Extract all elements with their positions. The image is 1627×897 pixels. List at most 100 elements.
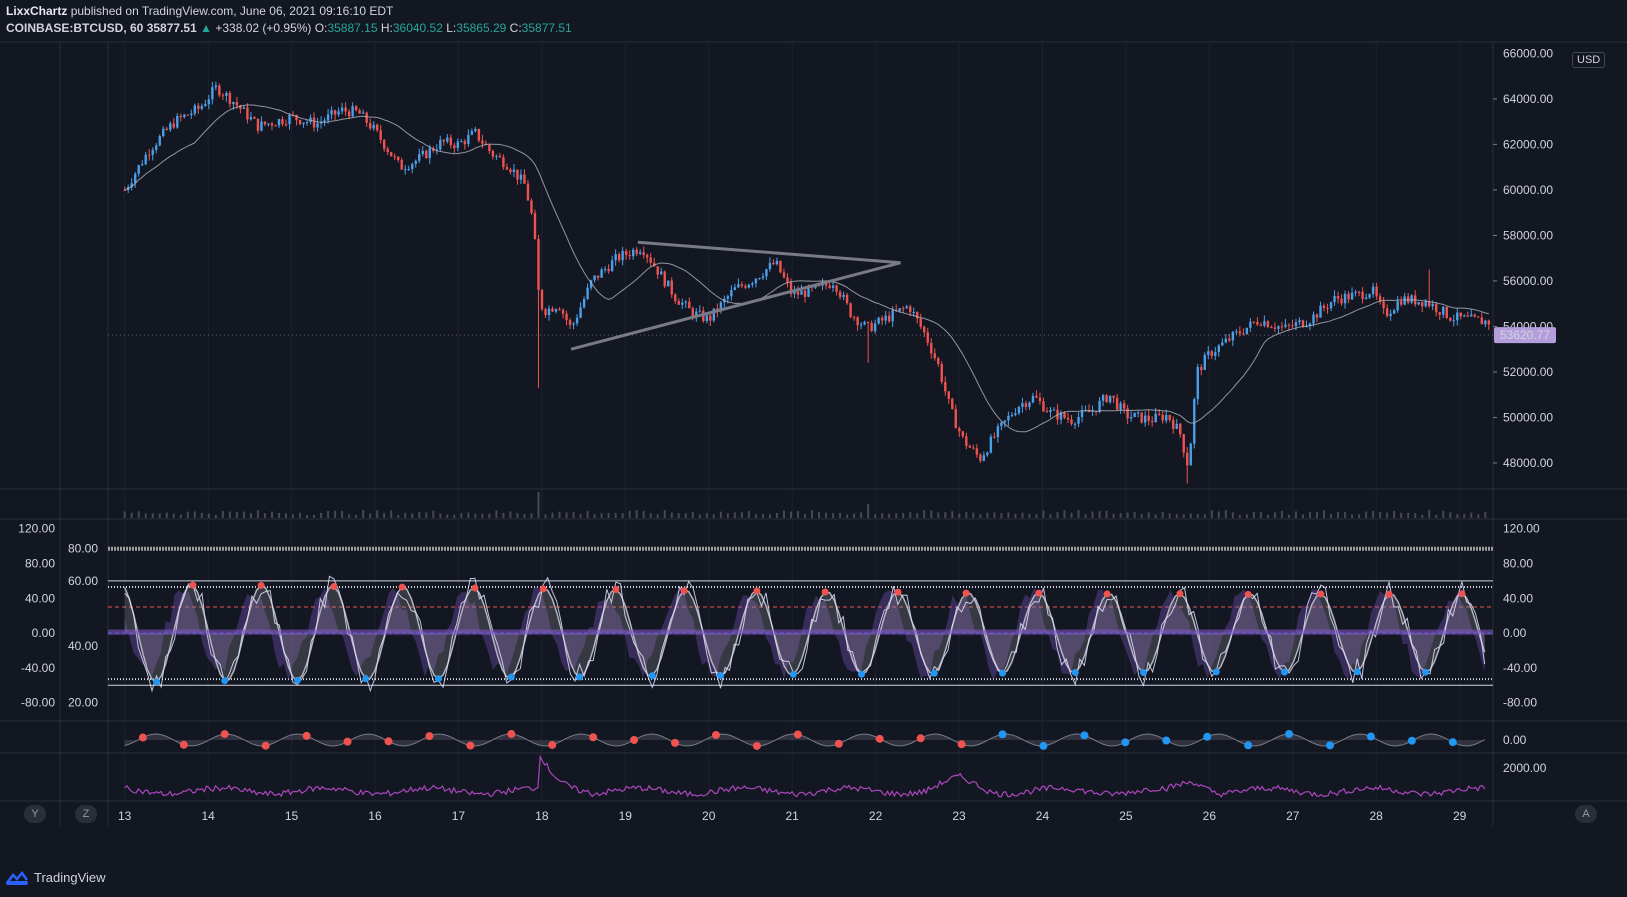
volume-bar (165, 512, 168, 518)
volume-bar (1449, 512, 1452, 518)
candle-body (235, 102, 239, 106)
candle-body (446, 137, 449, 142)
candle-body (575, 317, 579, 324)
candle-body (137, 165, 140, 174)
osc-sell-dot (962, 589, 970, 597)
triangle-lower-trendline[interactable] (570, 261, 902, 351)
osc-buy-dot (1281, 668, 1289, 676)
candle-body (148, 154, 151, 156)
candle-body (1308, 323, 1312, 326)
candle-body (1435, 303, 1438, 313)
signal-dot (138, 733, 147, 742)
volume-bar (1147, 512, 1150, 518)
volume-bar (775, 512, 778, 518)
y-axis-button[interactable]: Y (24, 805, 46, 823)
candle-body (277, 119, 281, 126)
candle-body (361, 112, 365, 114)
candle-body (1473, 314, 1477, 317)
osc-sell-dot (398, 583, 406, 591)
candle-body (642, 252, 645, 256)
candle-body (681, 302, 684, 305)
candle-body (1301, 320, 1305, 327)
volume-bar (635, 510, 638, 518)
z-axis-button[interactable]: Z (75, 805, 97, 823)
signal-dot (875, 734, 884, 743)
candle-body (779, 260, 782, 273)
volume-bar (495, 510, 498, 518)
candle-body (144, 154, 147, 165)
author-name[interactable]: LixxChartz (6, 4, 68, 18)
candle-body (831, 285, 835, 288)
volume-bar (1266, 514, 1269, 518)
x-tick-26: 26 (1203, 809, 1217, 823)
volume-bar (1070, 512, 1073, 518)
tradingview-footer[interactable]: TradingView (6, 870, 106, 885)
symbol-label[interactable]: COINBASE:BTCUSD, 60 (6, 21, 144, 35)
candle-body (1168, 415, 1171, 420)
candle-body (1445, 306, 1448, 319)
candle-body (958, 428, 961, 432)
osc-sell-dot (1458, 590, 1466, 598)
x-tick-25: 25 (1119, 809, 1133, 823)
publish-line: LixxChartz published on TradingView.com,… (6, 4, 393, 18)
auto-scale-button[interactable]: A (1575, 805, 1597, 823)
signal-dot (998, 730, 1007, 739)
osc-sell-dot (894, 588, 902, 596)
candle-body (1284, 324, 1287, 327)
candle-body (814, 285, 817, 288)
candle-body (884, 315, 887, 321)
candle-body (589, 280, 593, 288)
volume-bar (123, 511, 126, 518)
signal-dot (466, 741, 475, 750)
candle-body (1315, 314, 1319, 318)
candle-body (859, 324, 863, 326)
candle-body (225, 92, 228, 96)
candle-body (1182, 434, 1185, 453)
signal-dot (1121, 738, 1130, 747)
triangle-upper-trendline[interactable] (637, 240, 901, 265)
osc-sell-dot (330, 583, 338, 591)
candle-body (1210, 351, 1213, 357)
candle-body (319, 121, 323, 124)
candle-body (1382, 301, 1385, 309)
candle-body (232, 102, 235, 105)
volume-bar (1210, 510, 1213, 518)
candle-body (719, 302, 723, 312)
candle-body (1108, 395, 1112, 403)
price-tick-50000.00: 50000.00 (1503, 410, 1553, 424)
volume-bar (502, 512, 505, 518)
candle-body (540, 289, 544, 310)
candle-body (284, 124, 288, 126)
signal-dot (1448, 738, 1457, 747)
volume-bar (916, 513, 919, 518)
volume-bar (242, 511, 245, 518)
candle-body (386, 148, 389, 153)
volume-bar (130, 512, 133, 518)
osc-buy-dot (1212, 668, 1220, 676)
candle-body (737, 284, 740, 288)
osc-sell-dot (680, 587, 688, 595)
signal-dot (302, 731, 311, 740)
volume-bar (670, 512, 673, 518)
osc-buy-dot (576, 673, 584, 681)
volume-bar (411, 513, 414, 518)
candle-body (695, 311, 698, 318)
volume-bar (390, 510, 393, 518)
signal-dot (589, 733, 598, 742)
candle-body (512, 169, 516, 172)
candle-body (305, 122, 309, 124)
volume-bar (1358, 514, 1361, 518)
currency-badge[interactable]: USD (1572, 52, 1606, 68)
candle-body (382, 139, 386, 149)
candle-body (183, 114, 186, 118)
volume-bar (909, 512, 912, 518)
signal-dot (179, 740, 188, 749)
candle-body (923, 326, 926, 333)
candle-body (607, 268, 610, 272)
candle-body (141, 164, 144, 166)
candle-body (1000, 422, 1003, 427)
volume-bar (740, 512, 743, 518)
volume-bar (228, 511, 231, 518)
candle-body (1115, 397, 1119, 410)
